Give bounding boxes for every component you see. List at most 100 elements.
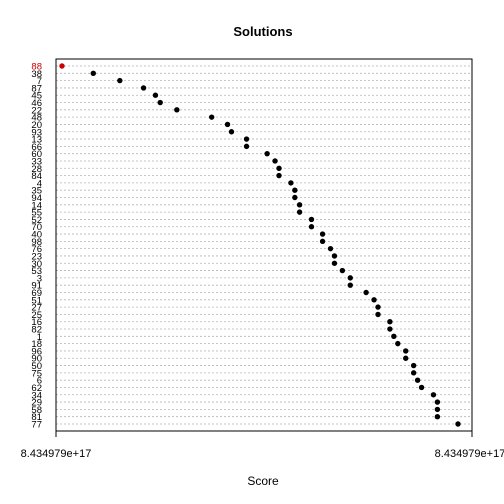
row-label: 38 [31,69,42,80]
data-point [403,355,409,361]
row-label: 30 [31,259,42,270]
row-label: 27 [31,303,42,314]
row-label: 58 [31,405,42,416]
data-point [434,399,441,405]
row-label: 34 [31,390,42,401]
data-point [319,231,326,237]
data-point [264,150,270,157]
row-label: 45 [31,91,42,102]
row-label: 82 [31,325,42,336]
row-label: 93 [31,127,42,138]
row-label: 84 [31,171,42,182]
row-label: 98 [31,237,42,248]
data-point [455,421,461,427]
data-point [140,85,147,91]
data-point [59,63,65,69]
data-point [292,187,298,193]
data-point [410,362,417,369]
x-tick-label-right: 8.434979e+17 [435,448,504,460]
data-point [157,99,163,106]
data-point [296,202,303,208]
data-point [403,348,409,354]
row-label: 20 [31,120,42,131]
chart-title: Solutions [233,24,292,39]
data-points [59,63,461,427]
row-label: 33 [31,156,42,167]
row-label: 94 [31,193,42,204]
data-point [434,406,441,413]
x-axis: 8.434979e+17 8.434979e+17 [21,430,504,460]
data-point [418,384,425,391]
x-tick-label-left: 8.434979e+17 [21,448,92,460]
data-point [339,267,346,274]
data-point [319,238,326,245]
data-point [387,326,393,332]
data-point [228,129,235,135]
row-label: 1 [37,332,42,343]
row-label: 55 [31,208,42,219]
row-label: 96 [31,346,42,357]
row-label: 66 [31,142,42,153]
row-label: 81 [31,412,42,423]
row-label: 87 [31,83,42,94]
row-label: 3 [37,273,42,284]
row-label: 69 [31,288,42,299]
data-point [152,92,159,98]
data-point [391,333,397,340]
data-point [375,304,381,310]
data-point [208,114,215,120]
row-label: 40 [31,230,42,241]
row-label: 22 [31,105,42,116]
row-label: 6 [37,376,42,387]
row-label: 90 [31,354,42,365]
row-label: 23 [31,251,42,262]
row-label: 50 [31,361,42,372]
data-point [331,260,338,266]
data-point [308,216,315,223]
grid-lines [56,65,472,425]
data-point [117,77,123,84]
row-label: 7 [37,76,42,87]
data-point [347,275,353,281]
data-point [410,370,417,376]
row-label: 77 [31,420,42,431]
data-point [327,245,334,252]
data-point [430,392,437,398]
data-point [375,311,381,318]
row-label: 70 [31,222,42,233]
data-point [395,340,401,347]
data-point [174,107,180,113]
row-label: 18 [31,339,42,350]
data-point [371,297,377,303]
data-point [296,209,303,215]
row-label: 75 [31,368,42,379]
row-label: 88 [31,62,42,73]
data-point [434,413,441,420]
row-label: 52 [31,215,42,226]
row-label: 29 [31,398,42,409]
data-point [331,253,338,259]
row-label: 62 [31,383,42,394]
plot-frame [55,58,473,432]
row-label: 25 [31,310,42,321]
row-label: 53 [31,266,42,277]
row-label: 91 [31,281,42,292]
row-label: 46 [31,98,42,109]
data-point [243,143,250,150]
data-point [276,165,282,171]
data-point [292,194,298,201]
row-label: 4 [37,178,42,189]
row-label: 35 [31,186,42,197]
row-label: 76 [31,244,42,255]
row-labels: 8838787454622482093136660332884435941455… [31,62,42,431]
data-point [272,158,278,164]
row-label: 48 [31,113,42,124]
row-label: 13 [31,135,42,146]
data-point [347,282,353,288]
row-label: 16 [31,317,42,328]
row-label: 51 [31,295,42,306]
data-point [308,224,315,230]
data-point [288,180,294,186]
data-point [387,319,393,325]
